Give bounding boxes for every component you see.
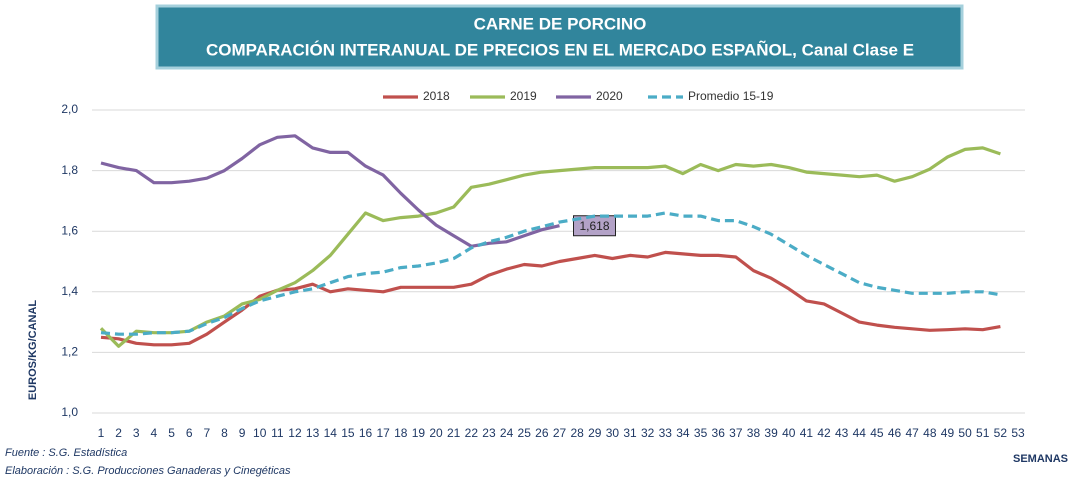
x-tick-label: 38: [747, 426, 761, 440]
x-tick-label: 7: [203, 426, 210, 440]
series-line: [100, 211, 1001, 336]
source-note: Elaboración : S.G. Producciones Ganadera…: [5, 465, 291, 477]
x-tick-label: 45: [870, 426, 884, 440]
y-tick-label: 1,8: [61, 163, 78, 177]
x-tick-label: 24: [500, 426, 514, 440]
legend-label: 2018: [423, 89, 450, 103]
x-tick-label: 43: [835, 426, 849, 440]
legend-label: 2020: [596, 89, 623, 103]
x-tick-label: 20: [429, 426, 443, 440]
x-tick-label: 39: [764, 426, 778, 440]
x-tick-label: 34: [676, 426, 690, 440]
x-tick-label: 4: [151, 426, 158, 440]
x-tick-label: 27: [553, 426, 567, 440]
chart-title: CARNE DE PORCINO: [474, 14, 647, 33]
x-tick-label: 11: [271, 426, 284, 440]
x-tick-label: 28: [570, 426, 584, 440]
x-tick-label: 6: [186, 426, 193, 440]
x-tick-label: 36: [712, 426, 726, 440]
chart-title: COMPARACIÓN INTERANUAL DE PRECIOS EN EL …: [206, 39, 914, 59]
x-tick-label: 9: [239, 426, 246, 440]
y-tick-label: 1,2: [61, 345, 78, 359]
x-tick-label: 16: [359, 426, 373, 440]
series-line: [100, 250, 1001, 347]
x-tick-label: 22: [465, 426, 479, 440]
y-axis-label: EUROS/KG/CANAL: [27, 300, 39, 401]
x-tick-label: 19: [412, 426, 426, 440]
x-tick-label: 32: [641, 426, 655, 440]
x-tick-label: 2: [115, 426, 122, 440]
x-axis-label: SEMANAS: [1013, 453, 1068, 465]
x-tick-label: 25: [518, 426, 532, 440]
x-tick-label: 41: [800, 426, 814, 440]
x-tick-label: 10: [253, 426, 267, 440]
x-tick-label: 51: [976, 426, 990, 440]
x-tick-label: 18: [394, 426, 408, 440]
legend-label: 2019: [510, 89, 537, 103]
x-tick-label: 44: [853, 426, 867, 440]
x-tick-label: 5: [168, 426, 175, 440]
x-tick-label: 26: [535, 426, 549, 440]
y-tick-label: 1,6: [61, 223, 78, 237]
x-tick-label: 15: [341, 426, 355, 440]
x-tick-label: 53: [1011, 426, 1025, 440]
y-tick-label: 1,4: [61, 284, 78, 298]
x-tick-label: 35: [694, 426, 708, 440]
y-tick-label: 1,0: [61, 405, 78, 419]
x-tick-label: 46: [888, 426, 902, 440]
x-tick-label: 3: [133, 426, 140, 440]
x-tick-label: 31: [623, 426, 637, 440]
x-tick-label: 8: [221, 426, 228, 440]
title-box: [155, 4, 964, 70]
x-tick-label: 52: [994, 426, 1008, 440]
x-tick-label: 29: [588, 426, 602, 440]
x-tick-label: 40: [782, 426, 796, 440]
x-tick-label: 1: [98, 426, 105, 440]
data-label: 1,618: [579, 219, 609, 233]
x-tick-label: 30: [606, 426, 620, 440]
y-tick-label: 2,0: [61, 102, 78, 116]
x-tick-label: 21: [447, 426, 461, 440]
legend-label: Promedio 15-19: [688, 89, 774, 103]
x-tick-label: 42: [817, 426, 831, 440]
x-tick-label: 13: [306, 426, 320, 440]
source-note: Fuente : S.G. Estadística: [5, 447, 127, 459]
x-tick-label: 47: [906, 426, 920, 440]
x-tick-label: 14: [324, 426, 338, 440]
x-tick-label: 48: [923, 426, 937, 440]
x-tick-label: 37: [729, 426, 743, 440]
x-tick-label: 49: [941, 426, 955, 440]
x-tick-label: 17: [376, 426, 390, 440]
series-line: [100, 134, 560, 248]
x-tick-label: 50: [958, 426, 972, 440]
series-line: [99, 146, 1001, 348]
x-tick-label: 12: [288, 426, 302, 440]
x-tick-label: 23: [482, 426, 496, 440]
x-tick-label: 33: [659, 426, 673, 440]
